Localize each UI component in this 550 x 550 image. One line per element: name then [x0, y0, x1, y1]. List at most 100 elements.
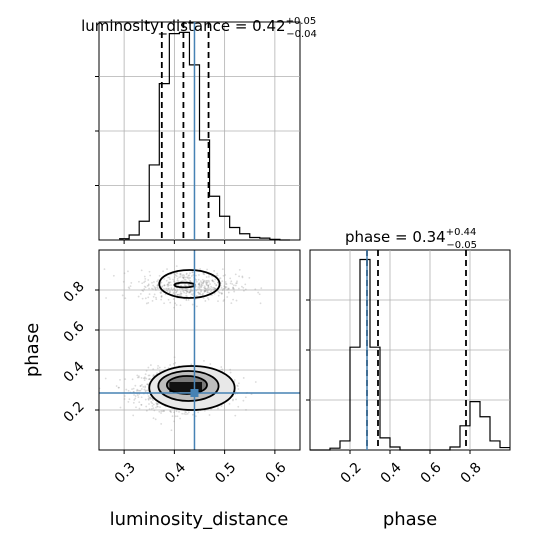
joint-sample-point	[144, 390, 147, 393]
joint-sample-point	[179, 291, 182, 293]
joint-sample-point	[166, 290, 169, 293]
joint-sample-point	[198, 282, 201, 285]
joint-sample-point	[136, 374, 139, 377]
joint-sample-point	[117, 386, 120, 389]
joint-sample-point	[137, 375, 140, 378]
joint-sample-point	[119, 378, 121, 381]
joint-sample-point	[188, 274, 191, 277]
joint-sample-point	[185, 413, 187, 416]
joint-sample-point	[160, 290, 163, 293]
joint-sample-point	[184, 276, 187, 279]
joint-sample-point	[147, 296, 150, 299]
joint-sample-point	[150, 401, 153, 403]
joint-sample-point	[189, 280, 192, 283]
joint-sample-point	[148, 378, 151, 380]
joint-sample-point	[185, 273, 188, 276]
joint-sample-point	[163, 302, 166, 305]
joint-sample-point	[153, 409, 156, 412]
joint-sample-point	[230, 302, 233, 305]
joint-sample-point	[212, 286, 215, 289]
joint-sample-point	[189, 280, 191, 283]
joint-sample-point	[174, 289, 177, 291]
joint-sample-point	[167, 288, 170, 290]
joint-sample-point	[139, 385, 142, 388]
joint-sample-point	[242, 399, 245, 402]
joint-sample-point	[112, 274, 115, 277]
joint-sample-point	[125, 388, 128, 391]
joint-sample-point	[197, 411, 200, 414]
joint-sample-point	[205, 276, 208, 278]
joint-sample-point	[205, 288, 208, 290]
joint-sample-point	[143, 281, 145, 284]
joint-sample-point	[146, 383, 149, 386]
joint-sample-point	[157, 402, 159, 405]
joint-sample-point	[242, 377, 245, 379]
joint-sample-point	[221, 368, 224, 371]
joint-sample-point	[140, 403, 143, 406]
joint-sample-point	[175, 304, 178, 306]
joint-sample-point	[156, 283, 159, 286]
joint-sample-point	[105, 297, 107, 299]
joint-sample-point	[165, 279, 168, 282]
phase-xtick-label: 0.6	[418, 460, 445, 487]
joint-sample-point	[149, 396, 152, 399]
joint-sample-point	[170, 429, 173, 432]
joint-sample-point	[152, 288, 154, 291]
joint-sample-point	[237, 405, 240, 408]
joint-sample-point	[199, 280, 202, 283]
joint-sample-point	[140, 388, 143, 390]
joint-sample-point	[158, 366, 161, 369]
joint-sample-point	[177, 283, 180, 286]
joint-sample-point	[163, 284, 166, 287]
joint-sample-point	[172, 292, 175, 295]
joint-sample-point	[206, 291, 209, 294]
joint-sample-point	[236, 385, 239, 388]
joint-sample-point	[143, 377, 146, 380]
joint-sample-point	[222, 274, 225, 277]
joint-sample-point	[172, 291, 175, 294]
joint-sample-point	[202, 272, 205, 275]
joint-sample-point	[232, 286, 234, 289]
joint-sample-point	[205, 281, 208, 284]
joint-sample-point	[156, 284, 159, 287]
joint-sample-point	[138, 280, 140, 283]
joint-sample-point	[145, 377, 148, 380]
joint-sample-point	[166, 283, 169, 286]
joint-sample-point	[170, 288, 173, 291]
joint-sample-point	[174, 293, 177, 296]
joint-sample-point	[143, 285, 146, 288]
joint-sample-point	[176, 415, 179, 418]
joint-sample-point	[178, 276, 181, 279]
joint-sample-point	[176, 277, 179, 280]
joint-sample-point	[228, 287, 230, 290]
joint-sample-point	[257, 291, 260, 294]
joint-sample-point	[186, 295, 188, 298]
joint-sample-point	[198, 286, 201, 289]
joint-sample-point	[191, 271, 194, 274]
joint-sample-point	[216, 281, 219, 284]
joint-sample-point	[236, 282, 238, 284]
joint-sample-point	[169, 364, 172, 366]
joint-sample-point	[181, 276, 184, 279]
joint-sample-point	[202, 280, 205, 283]
joint-sample-point	[148, 270, 151, 273]
phase-xtick-label: 0.2	[338, 460, 365, 487]
joint-sample-point	[254, 288, 257, 291]
joint-sample-point	[220, 293, 223, 295]
joint-sample-point	[168, 287, 170, 290]
joint-sample-point	[173, 273, 176, 276]
joint-sample-point	[138, 401, 141, 404]
joint-sample-point	[169, 301, 172, 304]
joint-sample-point	[238, 269, 241, 271]
joint-sample-point	[220, 366, 223, 368]
joint-sample-point	[177, 283, 180, 286]
joint-sample-point	[187, 284, 190, 286]
joint-sample-point	[168, 276, 171, 279]
joint-sample-point	[167, 298, 170, 301]
joint-sample-point	[131, 378, 134, 381]
joint-sample-point	[202, 280, 205, 283]
joint-sample-point	[141, 282, 144, 285]
joint-sample-point	[234, 284, 237, 287]
joint-sample-point	[171, 289, 174, 292]
joint-sample-point	[171, 415, 174, 418]
